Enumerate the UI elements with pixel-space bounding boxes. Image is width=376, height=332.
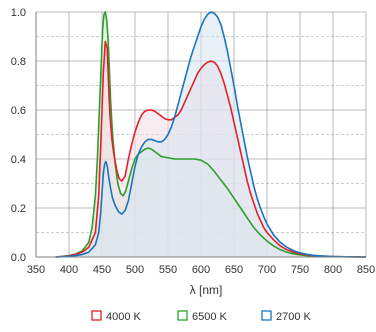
legend-label: 2700 K [276, 311, 312, 323]
legend-swatch [261, 310, 272, 321]
legend-label: 6500 K [192, 311, 228, 323]
y-tick-label: 0.0 [11, 252, 26, 264]
x-tick-label: 750 [291, 264, 309, 276]
series-line-2700-k [55, 11, 367, 258]
x-tick-label: 800 [324, 264, 342, 276]
series-fill-2700-k [55, 12, 367, 257]
x-tick-label: 700 [258, 264, 276, 276]
series-line-6500-k [55, 11, 367, 258]
legend-label: 4000 K [106, 311, 142, 323]
legend-swatch [177, 310, 188, 321]
line-layer [55, 11, 367, 258]
y-tick-label: 0.6 [11, 105, 26, 117]
y-tick-label: 1.0 [11, 7, 26, 19]
y-tick-label: 0.4 [11, 154, 26, 166]
x-axis-title: λ [nm] [190, 283, 223, 297]
y-tick-label: 0.8 [11, 56, 26, 68]
legend-item: 2700 K [261, 310, 312, 323]
x-tick-label: 450 [93, 264, 111, 276]
x-tick-label: 600 [192, 264, 210, 276]
legend-item: 4000 K [91, 310, 142, 323]
x-tick-label: 350 [27, 264, 45, 276]
series-line-4000-k [55, 40, 367, 258]
fill-layer [55, 12, 367, 258]
x-tick-label: 850 [357, 264, 375, 276]
axis-layer: 350 400 450 500 550 600 650 700 750 800 850 0.0 0.2 0… [11, 7, 375, 276]
x-tick-label: 550 [159, 264, 177, 276]
legend-item: 6500 K [177, 310, 228, 323]
legend-swatch [91, 310, 102, 321]
x-tick-label: 400 [60, 264, 78, 276]
x-tick-label: 650 [225, 264, 243, 276]
legend: 4000 K 6500 K 2700 K [91, 310, 312, 323]
y-tick-label: 0.2 [11, 203, 26, 215]
x-tick-label: 500 [126, 264, 144, 276]
